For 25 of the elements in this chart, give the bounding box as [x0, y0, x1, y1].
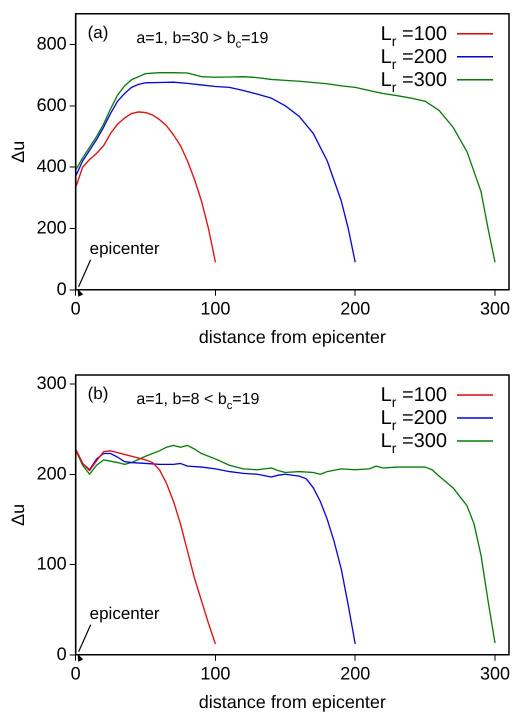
x-tick-label: 300 [480, 664, 510, 684]
x-tick-label: 0 [70, 664, 81, 684]
annotation: epicenter [90, 238, 160, 258]
x-axis-title: distance from epicenter [198, 692, 386, 712]
y-axis-title: Δu [8, 140, 28, 163]
annotation: (b) [88, 384, 108, 403]
x-tick-label: 200 [340, 664, 370, 684]
y-tick-label: 800 [36, 33, 67, 54]
y-tick-label: 200 [36, 217, 67, 238]
y-tick-label: 0 [56, 644, 67, 664]
y-tick-label: 0 [56, 278, 67, 299]
y-tick-label: 600 [36, 94, 67, 115]
annotation: epicenter [90, 604, 160, 623]
x-tick-label: 300 [480, 298, 510, 319]
x-tick-label: 100 [200, 664, 230, 684]
annotation: (a) [88, 22, 108, 42]
x-tick-label: 0 [70, 298, 81, 319]
y-tick-label: 300 [36, 372, 67, 393]
x-axis-title: distance from epicenter [198, 327, 386, 348]
y-axis-title: Δu [8, 504, 28, 526]
x-tick-label: 200 [340, 298, 370, 319]
y-tick-label: 400 [36, 156, 67, 176]
y-tick-label: 200 [36, 463, 67, 484]
x-tick-label: 100 [200, 298, 230, 319]
y-tick-label: 100 [36, 554, 67, 574]
